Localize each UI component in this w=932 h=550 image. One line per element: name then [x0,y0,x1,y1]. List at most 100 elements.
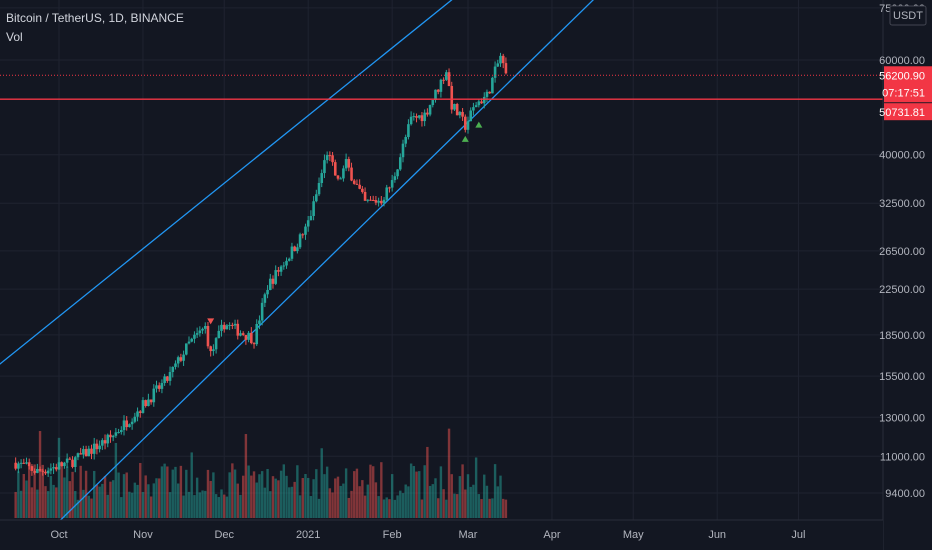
candle-body [185,343,188,355]
volume-bar [274,478,277,518]
price-tick-label: 18500.00 [879,330,925,342]
volume-bar [388,499,391,518]
price-tick-label: 13000.00 [879,412,925,424]
volume-bar [420,499,424,518]
candle-body [92,443,96,454]
volume-bar [491,498,494,518]
candle-body [374,200,378,203]
symbol-title[interactable]: Bitcoin / TetherUS, 1D, BINANCE [6,11,184,25]
candle-body [98,445,101,450]
candle-body [27,462,31,467]
candle-body [369,199,372,201]
candle-body [147,399,150,407]
channel-line-upper[interactable] [0,0,603,373]
volume-bar [493,464,497,518]
price-tick-label: 32500.00 [879,198,925,210]
candle-body [363,191,367,201]
volume-bar [193,495,196,518]
volume-bar [320,448,323,518]
candle-body [493,66,497,78]
candle-body [396,169,399,177]
volume-bar [344,468,348,518]
trend-channel[interactable] [0,0,603,522]
volume-bar [415,471,418,518]
candle-body [323,160,326,174]
candle-body [371,199,375,201]
candle-body [174,363,177,367]
currency-badge[interactable] [889,5,927,26]
price-axis[interactable]: 9400.00 11000.00 13000.00 15500.00 18500.00 2… [879,0,932,550]
candle-body [65,458,69,463]
volume-bar [301,478,304,518]
candle-body [477,101,481,106]
candle-body [266,289,269,295]
candle-body [252,343,256,345]
volume-bar [393,499,397,518]
candle-body [122,420,126,431]
candle-body [426,112,429,115]
volume-bar [163,463,166,518]
volume-bar [412,466,416,518]
volume-bar [437,498,440,518]
volume-bar [41,464,44,518]
candle-body [504,63,508,74]
candle-body [209,346,212,352]
candle-body [133,416,137,422]
time-tick-label: Mar [459,529,478,541]
volume-bar [65,466,69,518]
volume-bar [57,437,61,518]
volume-bar [431,484,434,518]
volume-bar [317,498,321,518]
volume-bar [198,492,202,518]
volume-bar [439,466,443,518]
volume-bar [114,443,118,518]
candle-body [450,86,454,110]
candle-body [160,383,164,389]
volume-bar [82,489,85,518]
volume-bar [244,434,248,518]
volume-bar [101,483,104,518]
volume-bar [323,474,326,518]
volume-bar [312,479,315,518]
candle-body [222,324,226,330]
volume-bar [171,469,174,518]
candle-body [33,470,36,473]
candle-body [415,116,418,118]
candle-body [355,183,359,185]
volume-bar [336,476,340,518]
volume-bar [141,491,145,518]
time-axis[interactable]: Oct Nov Dec 2021 Feb Mar Apr May Jun Jul [0,519,883,550]
candle-body [220,324,223,331]
volume-bar [334,478,337,518]
volume-bar [68,481,72,518]
candle-body [439,79,443,92]
volume-bar [136,484,139,518]
candle-body [301,234,305,236]
candle-body [463,116,467,130]
candle-body [236,323,240,336]
channel-line-lower[interactable] [58,0,603,522]
volume-bar [111,480,115,518]
candle-body [296,247,299,252]
volume-bar [46,491,50,518]
volume-bar [477,494,481,518]
volume-bar [361,480,364,518]
volume-bar [204,490,207,518]
candle-body [385,187,389,200]
candle-body [436,89,440,92]
candle-body [260,302,264,321]
volume-bar [49,475,53,518]
candle-body [474,105,478,108]
volume-indicator-label[interactable]: Vol [6,30,23,44]
volume-bar [195,477,199,518]
volume-bar [17,471,20,518]
candle-body [212,349,215,352]
price-levels[interactable] [0,74,883,100]
candle-body [285,260,288,266]
candle-body [312,201,315,216]
candle-body [195,333,199,335]
candle-body [198,330,202,334]
volume-bar [466,474,470,518]
